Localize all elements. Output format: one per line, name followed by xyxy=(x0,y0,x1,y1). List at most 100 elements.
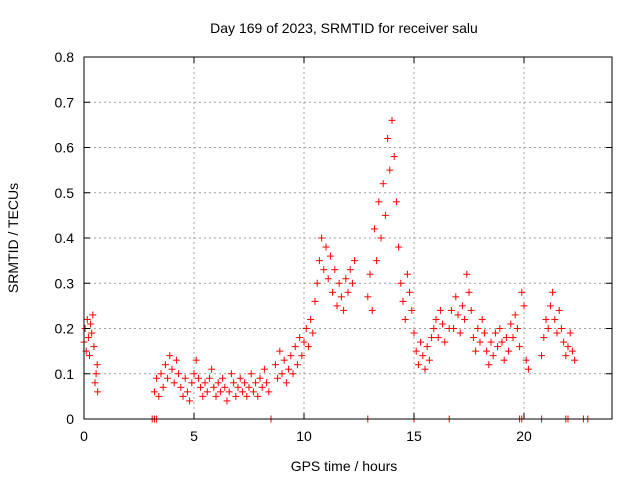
data-point xyxy=(320,266,328,274)
data-point xyxy=(408,306,416,314)
data-point xyxy=(346,266,354,274)
data-point xyxy=(329,288,337,296)
data-point xyxy=(170,379,178,387)
data-point xyxy=(249,388,257,396)
data-point xyxy=(86,352,93,360)
data-point xyxy=(441,338,449,346)
data-point xyxy=(83,315,91,323)
data-point xyxy=(377,234,385,242)
data-point xyxy=(256,374,264,382)
data-point xyxy=(491,329,499,337)
data-point xyxy=(157,370,165,378)
data-point xyxy=(252,379,260,387)
data-point xyxy=(225,388,233,396)
data-point xyxy=(87,320,95,328)
data-point xyxy=(201,379,209,387)
data-point xyxy=(461,315,469,323)
data-point xyxy=(564,343,572,351)
data-point xyxy=(280,356,288,364)
data-point xyxy=(238,388,246,396)
data-point xyxy=(439,320,447,328)
data-point xyxy=(524,365,532,373)
data-point xyxy=(278,370,286,378)
data-point xyxy=(562,352,570,360)
data-point xyxy=(397,279,405,287)
data-point xyxy=(344,288,352,296)
data-point xyxy=(513,325,521,332)
data-point xyxy=(291,343,299,351)
data-point xyxy=(496,325,504,332)
data-point xyxy=(216,388,224,396)
x-axis-label: GPS time / hours xyxy=(291,458,398,474)
data-point xyxy=(540,334,548,342)
data-point xyxy=(366,270,374,278)
data-point xyxy=(522,356,530,364)
data-point xyxy=(271,361,279,369)
x-tick-label: 5 xyxy=(190,428,198,444)
data-point xyxy=(395,243,403,251)
data-point xyxy=(403,270,411,278)
data-point xyxy=(243,392,251,400)
chart-title: Day 169 of 2023, SRMTID for receiver sal… xyxy=(210,20,478,36)
data-point xyxy=(414,361,422,369)
y-axis-label: SRMTID / TECUs xyxy=(5,183,21,293)
x-tick-label: 10 xyxy=(296,428,312,444)
data-point xyxy=(480,329,488,337)
data-point xyxy=(168,365,176,373)
data-point xyxy=(289,370,297,378)
y-tick-label: 0.3 xyxy=(55,275,75,291)
data-point xyxy=(467,306,475,314)
data-point xyxy=(505,347,513,355)
axis-ticks xyxy=(83,56,612,420)
data-point xyxy=(351,257,359,265)
data-point xyxy=(93,361,101,369)
data-point xyxy=(436,306,444,314)
data-point xyxy=(326,252,334,260)
tick-labels: 0 0.1 0.2 0.3 0.4 0.5 0.6 0.7 0.8 0 5 10 15 20 xyxy=(55,49,532,444)
data-point xyxy=(214,379,222,387)
data-point xyxy=(474,325,482,332)
data-point xyxy=(94,388,102,396)
data-point xyxy=(188,379,196,387)
data-point xyxy=(161,361,169,369)
data-point xyxy=(487,338,495,346)
data-point xyxy=(434,334,442,342)
data-point xyxy=(557,325,565,332)
data-point xyxy=(390,153,398,161)
grid-lines xyxy=(84,57,612,419)
data-point xyxy=(417,338,425,346)
data-point xyxy=(91,379,99,387)
data-point xyxy=(190,370,198,378)
data-point xyxy=(452,293,460,301)
data-point xyxy=(203,388,211,396)
data-point xyxy=(370,225,378,233)
data-point xyxy=(296,334,304,342)
y-tick-label: 0.7 xyxy=(55,94,75,110)
data-point xyxy=(181,374,189,382)
data-point xyxy=(469,334,477,342)
data-point xyxy=(205,374,213,382)
data-point xyxy=(463,270,471,278)
data-point xyxy=(88,329,96,337)
data-point xyxy=(465,288,473,296)
data-point xyxy=(472,347,480,355)
data-point xyxy=(399,297,407,305)
data-point xyxy=(221,383,229,391)
data-point xyxy=(388,116,396,124)
x-tick-label: 15 xyxy=(406,428,422,444)
data-point xyxy=(285,365,293,373)
data-point xyxy=(428,334,436,342)
data-point xyxy=(307,315,315,323)
data-point xyxy=(304,343,312,351)
data-point xyxy=(500,356,508,364)
data-point xyxy=(551,315,559,323)
data-point xyxy=(263,379,271,387)
data-point xyxy=(298,352,306,360)
data-point xyxy=(258,383,266,391)
data-point xyxy=(485,361,493,369)
y-tick-label: 0.1 xyxy=(55,366,75,382)
data-point xyxy=(300,338,308,346)
data-point xyxy=(379,180,387,188)
